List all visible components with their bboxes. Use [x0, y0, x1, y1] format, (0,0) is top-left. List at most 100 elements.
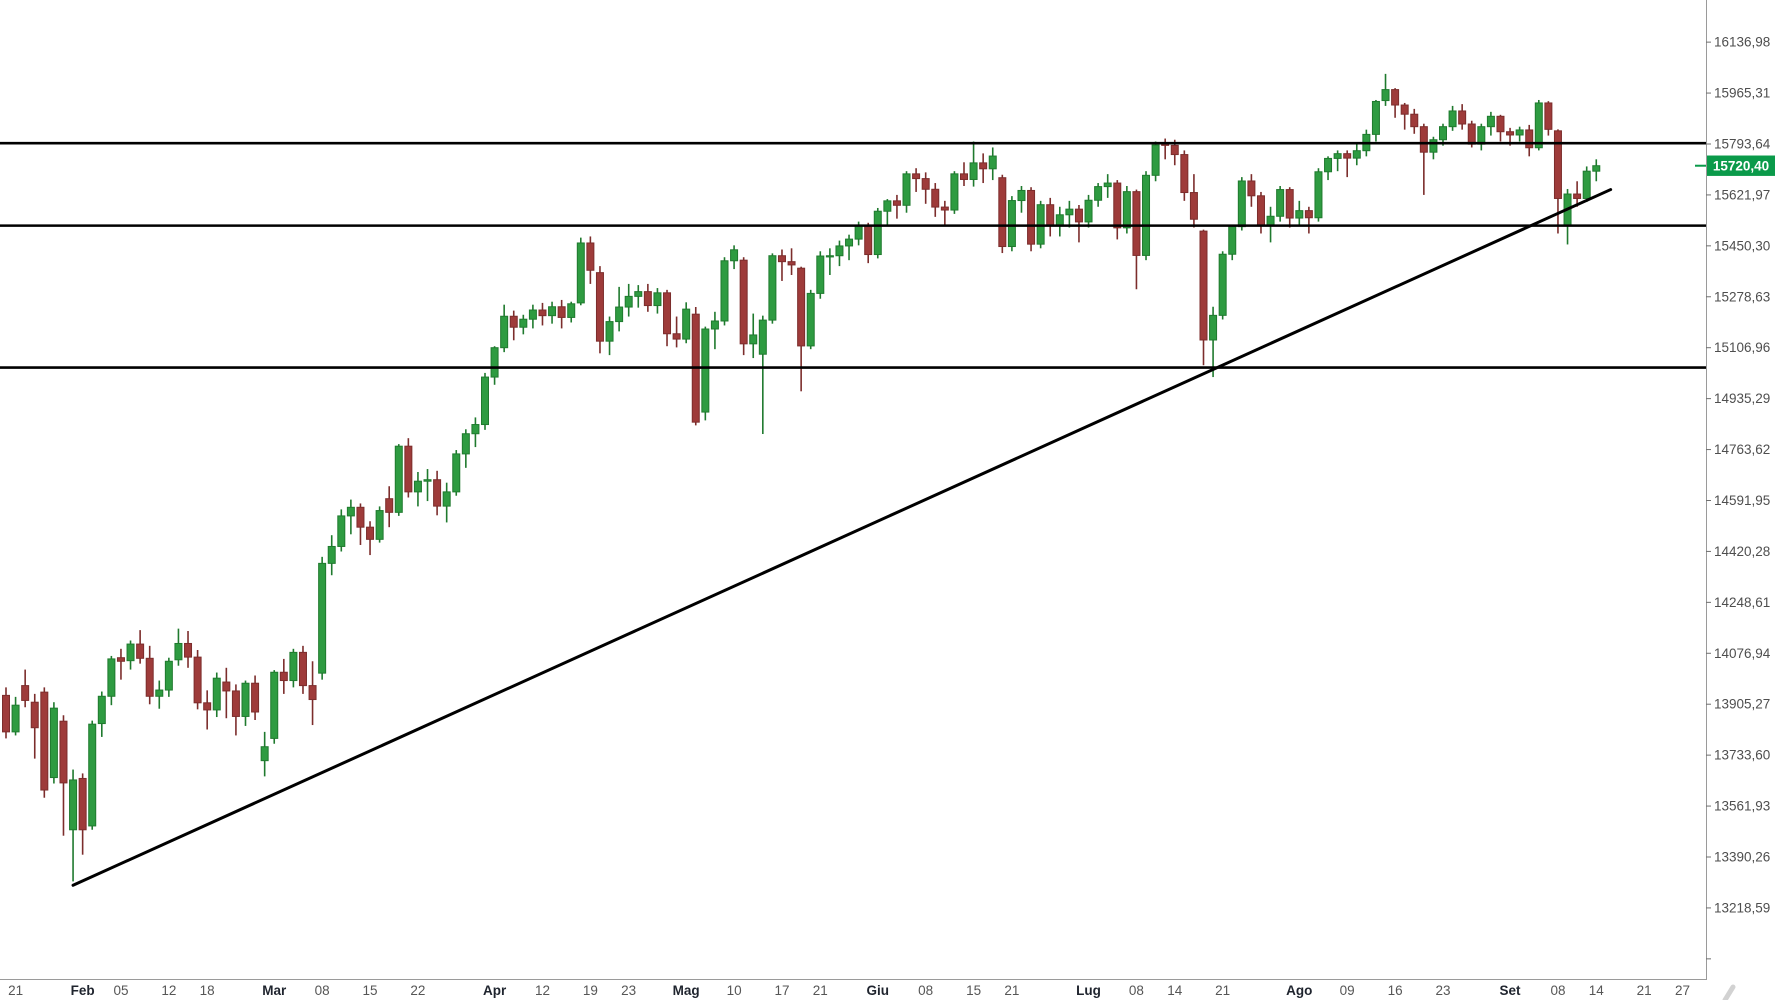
candle	[1074, 204, 1083, 243]
candle	[413, 471, 422, 507]
candle-body	[231, 690, 240, 717]
time-label-day: 08	[918, 983, 933, 998]
candle	[1103, 174, 1112, 198]
candle-body	[1065, 208, 1074, 216]
candle-body	[605, 321, 614, 342]
candle-body	[1371, 100, 1380, 135]
candle	[49, 702, 58, 784]
candle	[298, 645, 307, 694]
candle	[251, 675, 260, 721]
candle-body	[452, 453, 461, 493]
candle	[902, 171, 911, 213]
time-label-day: 19	[583, 983, 598, 998]
candle	[797, 266, 806, 392]
candle	[663, 289, 672, 347]
candle-body	[461, 433, 470, 455]
candle	[231, 684, 240, 736]
candle-body	[1180, 154, 1189, 194]
candle	[481, 372, 489, 430]
candle-body	[1467, 123, 1476, 145]
time-label-day: 09	[1340, 983, 1355, 998]
candle	[126, 640, 135, 670]
candle-body	[1314, 171, 1323, 219]
candle-body	[308, 685, 317, 701]
time-label-month: Giu	[867, 983, 890, 998]
candle	[979, 153, 988, 184]
price-tick-label: 13905,27	[1714, 697, 1770, 712]
candle	[184, 631, 193, 668]
candle	[164, 657, 173, 697]
candle	[653, 288, 662, 314]
candle	[950, 171, 959, 214]
candle-body	[279, 671, 288, 682]
candle	[346, 499, 355, 535]
candle-body	[260, 746, 269, 762]
candle	[1247, 174, 1256, 207]
candle-body	[643, 291, 652, 307]
price-axis[interactable]: 16136,98 15965,31 15793,64 15621,97 15450,30…	[1706, 0, 1771, 979]
candle-body	[567, 303, 576, 318]
candle-body	[1151, 144, 1160, 176]
candle-body	[538, 309, 547, 317]
last-price-box	[1707, 155, 1775, 176]
candle	[931, 183, 940, 217]
candle	[1142, 171, 1151, 261]
candle	[1113, 180, 1122, 240]
candle-body	[816, 255, 825, 294]
candle	[519, 314, 528, 335]
candle-body	[1199, 230, 1208, 341]
candle-body	[251, 682, 260, 713]
candle-body	[471, 424, 480, 435]
candle-body	[97, 695, 106, 725]
candle-body	[883, 200, 892, 212]
candle-body	[1266, 215, 1275, 226]
candle	[921, 172, 930, 204]
candle-body	[1515, 129, 1524, 136]
candle	[356, 503, 365, 545]
price-tick-label: 14248,61	[1714, 595, 1770, 610]
candle-body	[682, 308, 691, 340]
candle	[758, 315, 767, 435]
candle	[643, 283, 652, 312]
candle-body	[1573, 193, 1582, 199]
candle	[308, 661, 317, 726]
candle	[1209, 306, 1218, 378]
candle	[1515, 126, 1524, 142]
candle-body	[979, 162, 988, 170]
candle-body	[394, 445, 403, 513]
candle-body	[1391, 89, 1400, 106]
price-tick-label: 13733,60	[1714, 748, 1770, 763]
candle-body	[1352, 150, 1361, 159]
candle	[873, 207, 882, 259]
candle-body	[1209, 314, 1218, 341]
candle	[576, 237, 585, 306]
candle	[97, 691, 106, 737]
trendline[interactable]	[71, 188, 1613, 887]
candle-body	[931, 188, 940, 208]
candle-body	[777, 255, 786, 263]
candle	[701, 326, 710, 421]
candle-body	[193, 656, 202, 704]
price-tick-label: 15621,97	[1714, 187, 1770, 202]
candle	[749, 313, 758, 359]
candle	[116, 648, 125, 680]
time-label-day: 21	[1637, 983, 1652, 998]
candle-body	[136, 643, 145, 659]
price-tick-label: 15965,31	[1714, 86, 1770, 101]
candle	[883, 199, 892, 225]
candle-body	[481, 376, 489, 426]
candle	[318, 556, 327, 680]
candle-body	[1218, 253, 1227, 316]
price-tick-label: 14076,94	[1714, 646, 1771, 661]
candle	[1027, 187, 1036, 252]
candle-body	[758, 319, 767, 355]
price-tick-label: 14935,29	[1714, 391, 1770, 406]
candle-body	[423, 479, 432, 482]
candle-body	[1544, 102, 1553, 130]
last-price-value: 15720,40	[1713, 159, 1769, 174]
candle	[1285, 187, 1294, 228]
time-label-month: Feb	[71, 983, 95, 998]
time-axis[interactable]: 21 Feb 05 12 18 Mar 08 15 22 Apr 12 19 23 Mag 10 17 21 Gi…	[0, 979, 1707, 999]
